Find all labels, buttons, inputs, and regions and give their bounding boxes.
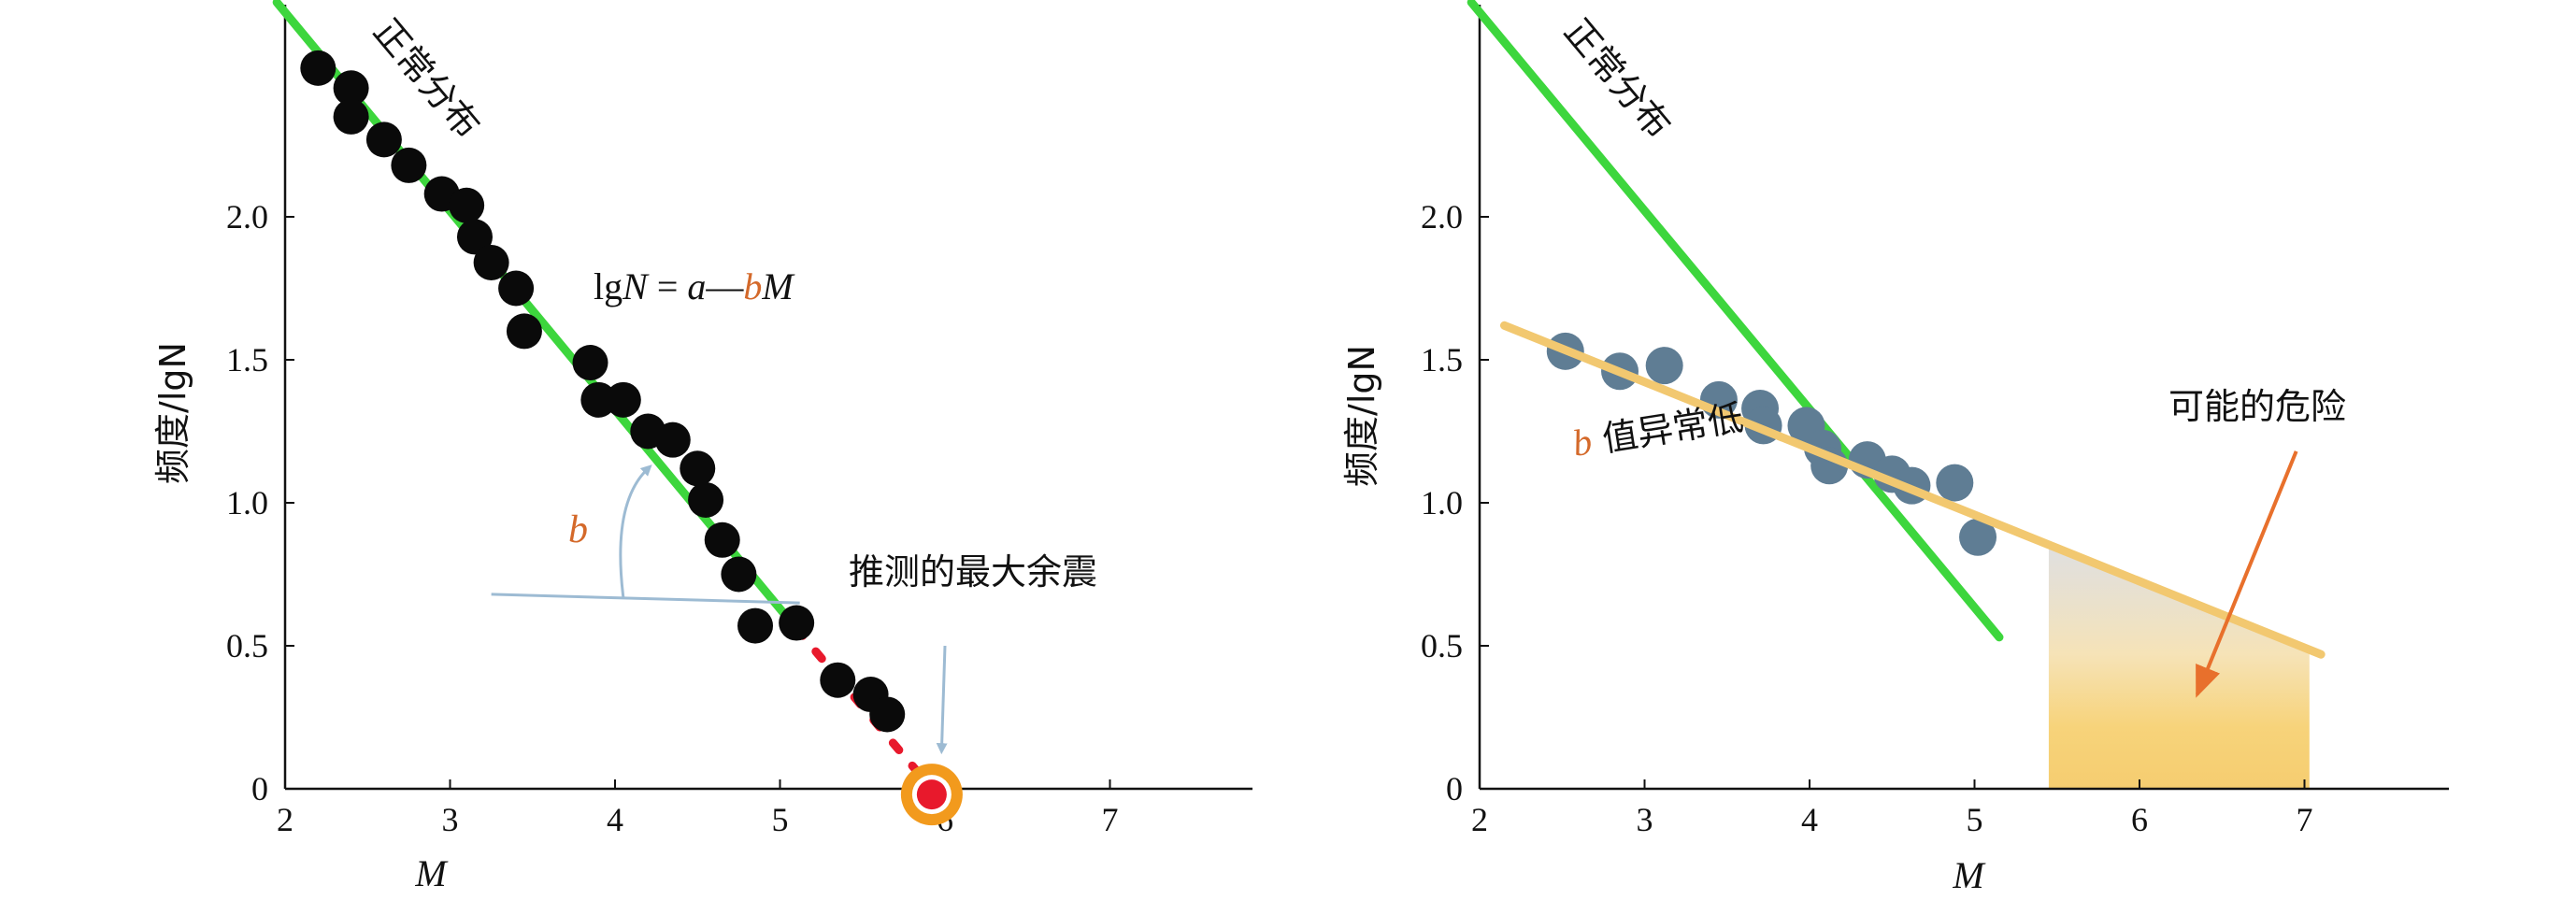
- data-point: [1959, 518, 1997, 556]
- equation-minus: —: [705, 265, 744, 307]
- predicted-max-center: [916, 779, 947, 810]
- y-tick-label-right: 1.5: [1421, 341, 1463, 379]
- possible-danger-label: 可能的危险: [2168, 386, 2346, 427]
- x-axis-label-right: M: [1952, 854, 1986, 896]
- data-point: [704, 521, 740, 558]
- data-point: [580, 381, 617, 418]
- y-tick-label-left: 2.0: [226, 198, 268, 236]
- data-point: [333, 98, 369, 135]
- x-tick-label-left: 2: [277, 801, 293, 838]
- y-tick-label-right: 1.0: [1421, 484, 1463, 521]
- x-tick-label-right: 4: [1801, 801, 1818, 838]
- equation-lg: lg: [594, 265, 623, 307]
- y-tick-label-left: 1.0: [226, 484, 268, 521]
- data-point: [737, 607, 774, 644]
- equation-a: a: [687, 265, 706, 307]
- data-point: [1645, 347, 1683, 385]
- chart-right: 2 3 4 5 6 700.51.01.52.0 M 频度/lgN 正常分布 b 值异常低 …: [1341, 0, 2449, 896]
- y-tick-label-left: 0: [251, 770, 268, 807]
- data-point: [456, 219, 493, 255]
- x-tick-label-left: 4: [607, 801, 623, 838]
- data-point: [300, 50, 336, 86]
- angle-baseline: [491, 593, 800, 605]
- y-tick-label-left: 1.5: [226, 341, 268, 379]
- predicted-max-aftershock-label: 推测的最大余震: [849, 551, 1097, 593]
- y-axis-label-left: 频度/lgN: [152, 342, 193, 484]
- low-b-label: b 值异常低: [1569, 396, 1746, 464]
- x-axis-label-left: M: [414, 852, 449, 894]
- x-tick-label-left: 5: [772, 801, 789, 838]
- danger-arrow: [2195, 450, 2298, 698]
- angle-b-label: b: [568, 508, 588, 551]
- data-point: [688, 481, 724, 518]
- x-tick-label-right: 2: [1471, 801, 1488, 838]
- equation-n: N: [622, 265, 650, 307]
- data-point: [572, 345, 608, 381]
- y-tick-label-left: 0.5: [226, 627, 268, 664]
- y-axis-label-right: 频度/lgN: [1341, 345, 1382, 487]
- low-b-text: 值异常低: [1599, 397, 1746, 460]
- low-b-b: b: [1569, 420, 1595, 464]
- y-tick-label-right: 2.0: [1421, 198, 1463, 236]
- equation-equals: =: [648, 265, 688, 307]
- data-point: [391, 147, 427, 183]
- low-b-fit-line: [1499, 321, 2326, 659]
- x-tick-label-right: 3: [1637, 801, 1653, 838]
- data-point: [365, 121, 402, 158]
- x-tick-label-left: 7: [1102, 801, 1119, 838]
- data-point: [869, 696, 906, 733]
- normal-distribution-line: [1467, 0, 2004, 642]
- axes-right: 2 3 4 5 6 7 0 0.5 1.0 1.5 2.0: [1421, 5, 2449, 838]
- data-point: [506, 313, 542, 350]
- data-point: [498, 270, 535, 307]
- data-point: [449, 187, 485, 223]
- y-tick-label-right: 0: [1446, 770, 1463, 807]
- data-point: [605, 381, 641, 418]
- equation: lgN = a—bM: [594, 265, 795, 307]
- angle-arc-arrow: [619, 464, 652, 598]
- data-point: [333, 70, 369, 107]
- x-tick-label-left: 3: [442, 801, 459, 838]
- x-tick-label-right: 7: [2297, 801, 2313, 838]
- data-point: [680, 450, 716, 487]
- equation-m: M: [761, 265, 795, 307]
- danger-zone: [2048, 544, 2310, 789]
- x-tick-label-right: 5: [1967, 801, 1983, 838]
- data-point: [473, 244, 509, 280]
- data-point: [1936, 464, 1974, 502]
- equation-b: b: [743, 265, 762, 307]
- data-point: [721, 556, 757, 593]
- callout-arrow: [936, 645, 948, 755]
- x-tick-label-right: 6: [2131, 801, 2148, 838]
- data-point: [654, 421, 691, 458]
- extrapolation-line: [792, 624, 937, 793]
- data-point: [779, 605, 815, 641]
- data-point: [820, 662, 856, 698]
- y-tick-label-right: 0.5: [1421, 627, 1463, 664]
